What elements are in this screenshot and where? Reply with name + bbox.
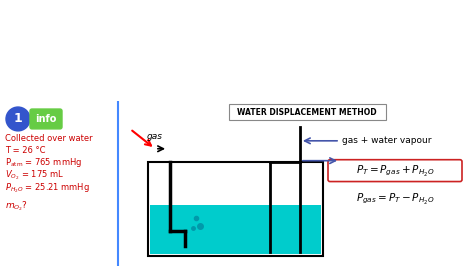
- Text: $V_{O_2}$ = 175 mL: $V_{O_2}$ = 175 mL: [5, 169, 64, 182]
- Text: $m_{O_2}$?: $m_{O_2}$?: [5, 200, 28, 213]
- Text: Oxygen gas produce by decomposition of potassium chlorate is collected over
wate: Oxygen gas produce by decomposition of p…: [9, 18, 357, 48]
- Text: gas: gas: [147, 132, 163, 141]
- Text: T = 26 °C: T = 26 °C: [5, 146, 46, 155]
- Text: $P_T = P_{gas} + P_{H_2O}$: $P_T = P_{gas} + P_{H_2O}$: [356, 163, 434, 178]
- FancyBboxPatch shape: [30, 109, 62, 129]
- Text: (Pressure of water vapour = 25.21 mmHg): (Pressure of water vapour = 25.21 mmHg): [9, 80, 193, 89]
- FancyBboxPatch shape: [328, 160, 462, 182]
- FancyBboxPatch shape: [150, 205, 321, 254]
- Text: $P_{H_2O}$ = 25.21 mmHg: $P_{H_2O}$ = 25.21 mmHg: [5, 182, 90, 195]
- Text: info: info: [35, 114, 57, 124]
- Text: 1: 1: [14, 113, 22, 126]
- Text: gas + water vapour: gas + water vapour: [342, 136, 431, 145]
- Circle shape: [6, 107, 30, 131]
- Text: Collected over water: Collected over water: [5, 134, 92, 143]
- Text: WATER DISPLACEMENT METHOD: WATER DISPLACEMENT METHOD: [237, 107, 377, 117]
- Text: $P_{gas} = P_T - P_{H_2O}$: $P_{gas} = P_T - P_{H_2O}$: [356, 191, 434, 206]
- Text: P$_{\rm atm}$ = 765 mmHg: P$_{\rm atm}$ = 765 mmHg: [5, 156, 82, 169]
- FancyBboxPatch shape: [229, 104, 386, 120]
